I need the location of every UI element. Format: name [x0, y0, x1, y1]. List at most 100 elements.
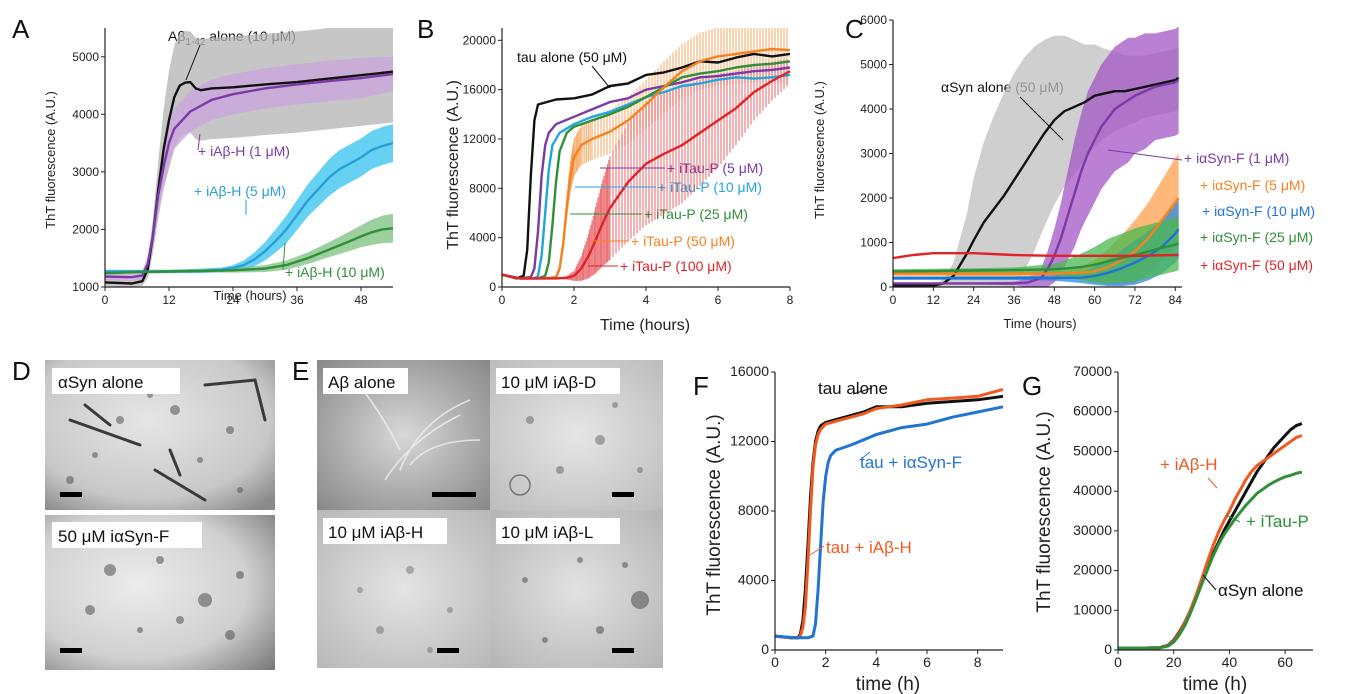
chart-g-y-tick-label: 70000 — [1073, 363, 1112, 379]
panel-letter-c: C — [845, 14, 864, 44]
annotation-leader-line — [1019, 96, 1064, 141]
micrograph-label-bg — [496, 518, 620, 544]
chart-g-series-2 — [1118, 470, 1303, 650]
chart-a-x-tick-label: 12 — [162, 293, 176, 307]
chart-c-x-tick-label: 12 — [927, 293, 941, 307]
panel-letter-g: G — [1022, 371, 1042, 401]
chart-a-x-tick-label: 48 — [354, 293, 368, 307]
chart-f-x-tick-label: 0 — [771, 654, 779, 670]
chart-c-y-tick-label: 6000 — [860, 13, 887, 27]
scale-bar — [60, 648, 82, 653]
chart-b-anno-p25: + iTau-P (25 μM) — [644, 206, 748, 222]
chart-c-anno-f1: + iαSyn-F (1 μM) — [1184, 150, 1289, 166]
chart-b-y-tick-label: 16000 — [463, 83, 497, 97]
chart-c-thioflavin-asyn: ThT fluorescence (A.U.) Time (hours) αSy… — [812, 13, 1315, 331]
chart-b-x-tick-label: 2 — [571, 293, 578, 307]
chart-a-anno-blue: + iAβ-H (5 μM) — [194, 183, 286, 199]
scale-bar — [612, 492, 634, 497]
chart-b-anno-p100: + iTau-P (100 μM) — [620, 258, 732, 274]
chart-f-x-tick-label: 8 — [974, 654, 982, 670]
chart-b-x-tick-label: 8 — [787, 293, 794, 307]
chart-c-x-tick-label: 24 — [967, 293, 981, 307]
panel-letter-b: B — [417, 14, 434, 44]
chart-g-x-tick-label: 20 — [1166, 654, 1182, 670]
chart-g-x-tick-label: 40 — [1222, 654, 1238, 670]
aggregate-dots-e4 — [522, 557, 649, 643]
annotation-leader-line — [1207, 477, 1218, 489]
scale-bar — [437, 648, 459, 653]
chart-a-error-band-1 — [105, 56, 393, 281]
chart-c-x-tick-label: 0 — [890, 293, 897, 307]
chart-b-series-4 — [501, 47, 791, 280]
chart-a-y-tick-label: 2000 — [72, 222, 99, 236]
chart-a-thioflavin-abeta: ThT fluorescence (A.U.) Time (hours) Aβ1… — [43, 28, 394, 307]
chart-c-plot-area — [892, 26, 1180, 288]
micrograph-label-bg — [52, 368, 180, 394]
chart-g-anno-tau: + iTau-P — [1246, 512, 1309, 531]
chart-f-anno-asyn: tau + iαSyn-F — [860, 453, 962, 472]
aggregate-dots-e3 — [357, 566, 453, 653]
chart-f-x-tick-label: 2 — [822, 654, 830, 670]
chart-f-anno-tau: tau alone — [818, 379, 888, 398]
chart-a-x-tick-label: 36 — [290, 293, 304, 307]
chart-a-x-tick-label: 0 — [102, 293, 109, 307]
chart-f-x-tick-label: 6 — [923, 654, 931, 670]
chart-g-ylabel: ThT fluorescence (A.U.) — [1034, 411, 1055, 612]
chart-a-series-2 — [105, 141, 394, 273]
annotation-leader-line — [1225, 514, 1241, 523]
chart-f-plot-area — [774, 387, 1004, 640]
annotation-leader-line — [852, 387, 873, 395]
vesicle-outline — [509, 474, 531, 496]
scale-bar — [612, 648, 634, 653]
chart-c-y-tick-label: 4000 — [860, 102, 887, 116]
chart-f-series-2 — [774, 405, 1004, 640]
panel-letter-a: A — [12, 14, 30, 44]
chart-c-anno-f25: + iαSyn-F (25 μM) — [1200, 229, 1313, 245]
chart-f-y-tick-label: 4000 — [738, 572, 769, 588]
chart-g-anno-asyn: αSyn alone — [1218, 581, 1303, 600]
micrograph-label-bg — [496, 368, 620, 394]
fibril-marks — [354, 379, 481, 481]
panel-letter-d: D — [12, 356, 31, 386]
chart-b-anno-p50: + iTau-P (50 μM) — [631, 233, 735, 249]
chart-a-series-1 — [104, 72, 394, 279]
chart-c-y-tick-label: 2000 — [860, 191, 887, 205]
chart-b-y-tick-label: 20000 — [463, 33, 497, 47]
chart-a-error-band-2 — [105, 124, 393, 274]
aggregate-dots-d1 — [66, 392, 243, 493]
annotation-leader-line — [591, 65, 611, 89]
chart-b-x-tick-label: 0 — [499, 293, 506, 307]
chart-f-y-tick-label: 16000 — [730, 363, 769, 379]
chart-g-x-tick-label: 60 — [1277, 654, 1293, 670]
panel-letter-f: F — [693, 371, 709, 401]
chart-g-asyn-cross-seeding: ThT fluorescence (A.U.) time (h) + iAβ-H… — [1034, 363, 1313, 694]
chart-c-xlabel: Time (hours) — [1003, 316, 1076, 331]
chart-b-y-tick-label: 12000 — [463, 132, 497, 146]
chart-c-y-tick-label: 1000 — [860, 236, 887, 250]
panel-letter-e: E — [292, 356, 309, 386]
annotation-leader-line — [197, 133, 201, 151]
chart-c-x-tick-label: 48 — [1048, 293, 1062, 307]
chart-g-y-tick-label: 20000 — [1073, 562, 1112, 578]
chart-b-series-5 — [501, 70, 791, 280]
chart-c-anno-f5: + iαSyn-F (5 μM) — [1200, 177, 1305, 193]
chart-b-series-0 — [501, 52, 791, 280]
chart-f-anno-abeta: tau + iAβ-H — [826, 538, 912, 557]
chart-c-x-tick-label: 72 — [1128, 293, 1142, 307]
chart-f-tau-cross-seeding: ThT fluorescence (A.U.) time (h) tau alo… — [704, 363, 1004, 694]
chart-c-series-5 — [892, 252, 1179, 260]
chart-a-y-tick-label: 4000 — [72, 107, 99, 121]
chart-g-y-tick-label: 60000 — [1073, 403, 1112, 419]
chart-c-y-tick-label: 5000 — [860, 58, 887, 72]
chart-c-x-tick-label: 36 — [1007, 293, 1021, 307]
scale-bar — [60, 492, 82, 497]
chart-f-y-tick-label: 8000 — [738, 502, 769, 518]
annotation-leader-line — [282, 242, 286, 271]
chart-b-y-tick-label: 8000 — [469, 181, 496, 195]
chart-b-thioflavin-tau: ThT fluorescence (A.U.) Time (hours) tau… — [445, 28, 794, 334]
chart-b-xlabel: Time (hours) — [600, 317, 690, 334]
chart-c-anno-f10: + iαSyn-F (10 μM) — [1202, 203, 1315, 219]
chart-b-series-1 — [501, 66, 791, 280]
micrograph-label-iabeta-d: 10 μM iAβ-D — [501, 373, 596, 392]
chart-a-x-tick-label: 24 — [226, 293, 240, 307]
